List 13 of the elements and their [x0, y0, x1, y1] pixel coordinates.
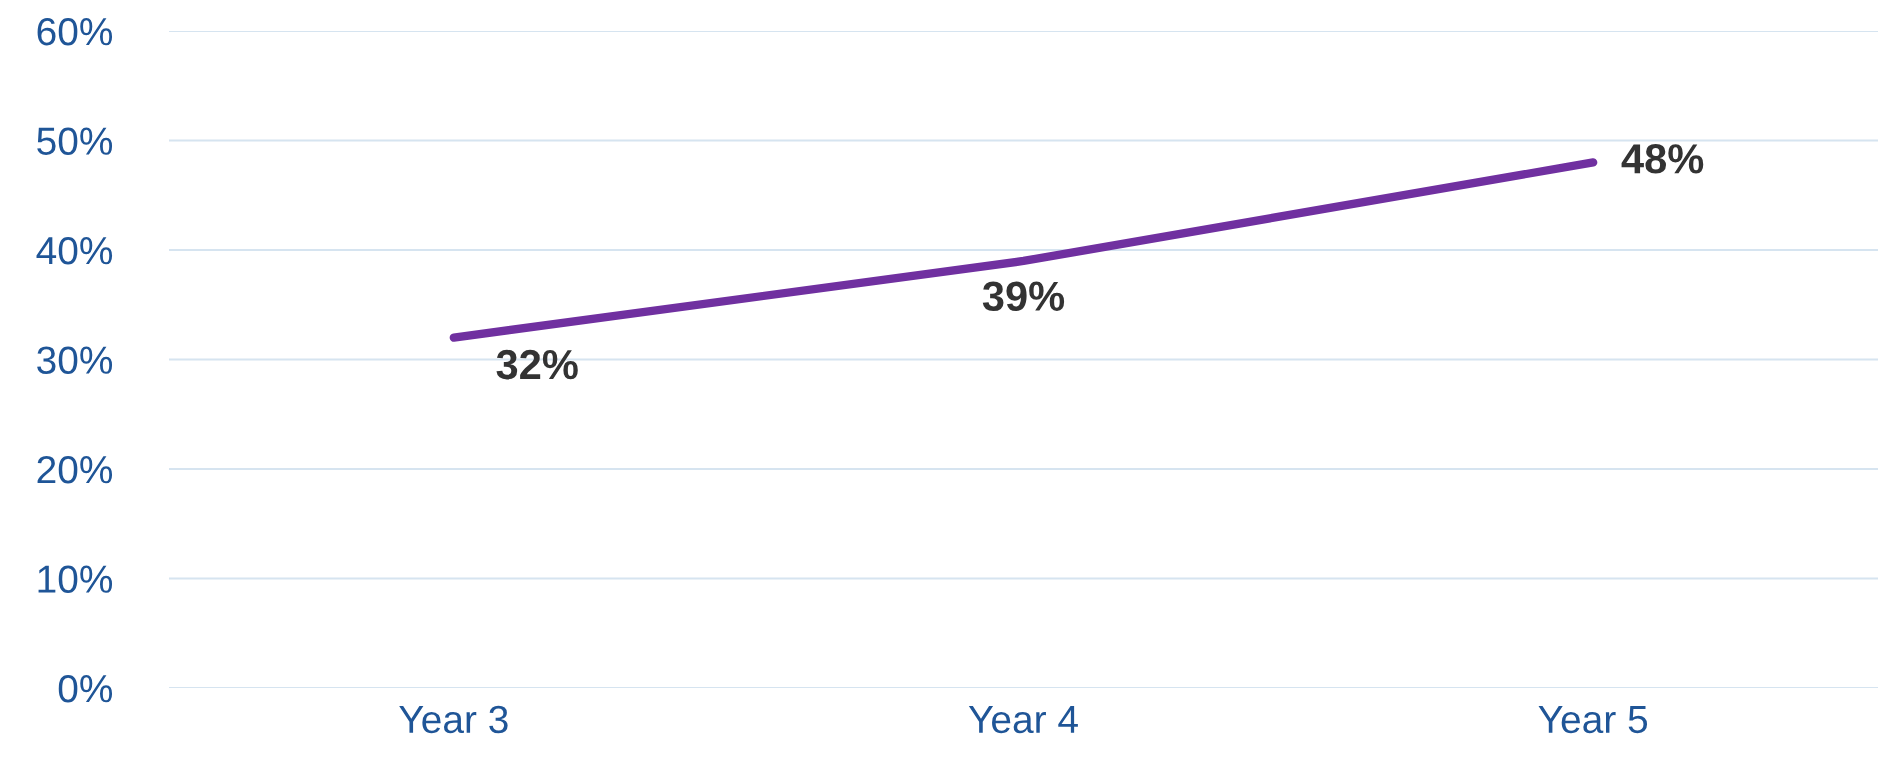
y-tick-label: 20% — [37, 455, 113, 484]
data-label: 32% — [496, 349, 578, 380]
x-tick-label: Year 4 — [968, 706, 1078, 734]
y-tick-label: 60% — [37, 17, 113, 46]
y-tick-label: 0% — [58, 674, 113, 703]
data-label: 48% — [1621, 144, 1704, 174]
x-tick-label: Year 3 — [399, 705, 508, 734]
y-tick-label: 10% — [38, 565, 113, 593]
y-tick-label: 40% — [36, 236, 113, 265]
y-tick-label: 50% — [37, 127, 113, 155]
data-label: 39% — [982, 281, 1065, 312]
y-tick-label: 30% — [37, 346, 113, 374]
x-tick-label: Year 5 — [1538, 706, 1648, 734]
